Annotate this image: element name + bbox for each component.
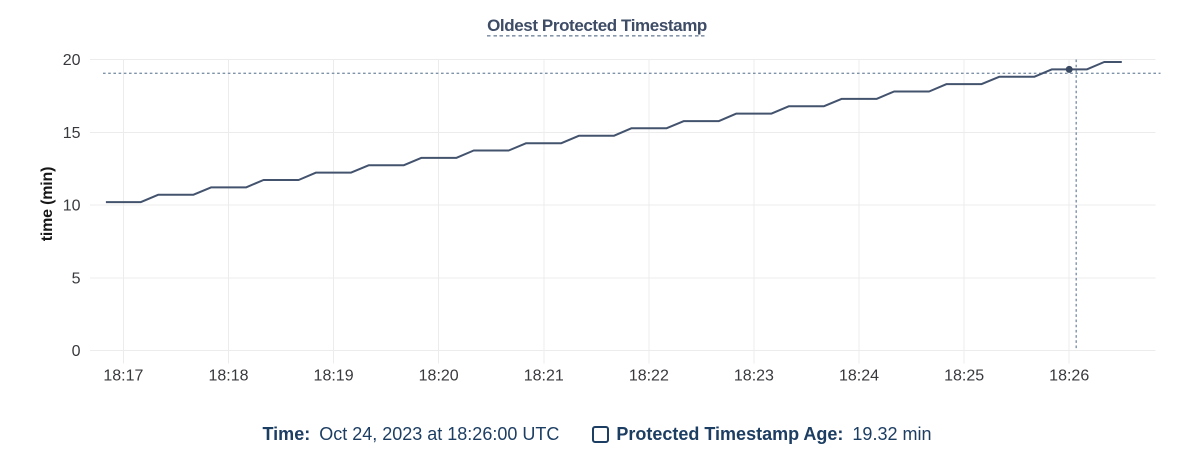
legend-series-value: 19.32 min bbox=[852, 423, 932, 444]
y-tick-label: 10 bbox=[63, 198, 81, 215]
legend-time-label: Time: bbox=[262, 423, 311, 444]
x-tick-label: 18:19 bbox=[314, 368, 354, 385]
x-tick-label: 18:24 bbox=[839, 368, 879, 385]
cursor-dot bbox=[1065, 65, 1073, 73]
legend-series-label: Protected Timestamp Age: bbox=[616, 423, 844, 444]
y-tick-label: 5 bbox=[72, 270, 81, 287]
x-tick-label: 18:18 bbox=[208, 368, 248, 385]
chart-legend: Time: Oct 24, 2023 at 18:26:00 UTC Prote… bbox=[0, 422, 1194, 446]
legend-time-value: Oct 24, 2023 at 18:26:00 UTC bbox=[319, 423, 560, 444]
x-tick-label: 18:17 bbox=[103, 368, 143, 385]
x-tick-label: 18:22 bbox=[629, 368, 669, 385]
x-tick-label: 18:26 bbox=[1049, 368, 1089, 385]
series-toggle-checkbox[interactable] bbox=[592, 425, 610, 443]
y-tick-label: 0 bbox=[72, 343, 81, 360]
x-tick-label: 18:25 bbox=[944, 368, 984, 385]
chart-title-row: Oldest Protected Timestamp bbox=[0, 17, 1194, 37]
y-tick-label: 20 bbox=[63, 52, 81, 69]
x-tick-label: 18:23 bbox=[734, 368, 774, 385]
chart-title[interactable]: Oldest Protected Timestamp bbox=[487, 16, 707, 37]
series-line bbox=[105, 61, 1122, 204]
x-tick-label: 18:20 bbox=[419, 368, 459, 385]
x-tick-label: 18:21 bbox=[524, 368, 564, 385]
y-tick-label: 15 bbox=[63, 125, 81, 142]
